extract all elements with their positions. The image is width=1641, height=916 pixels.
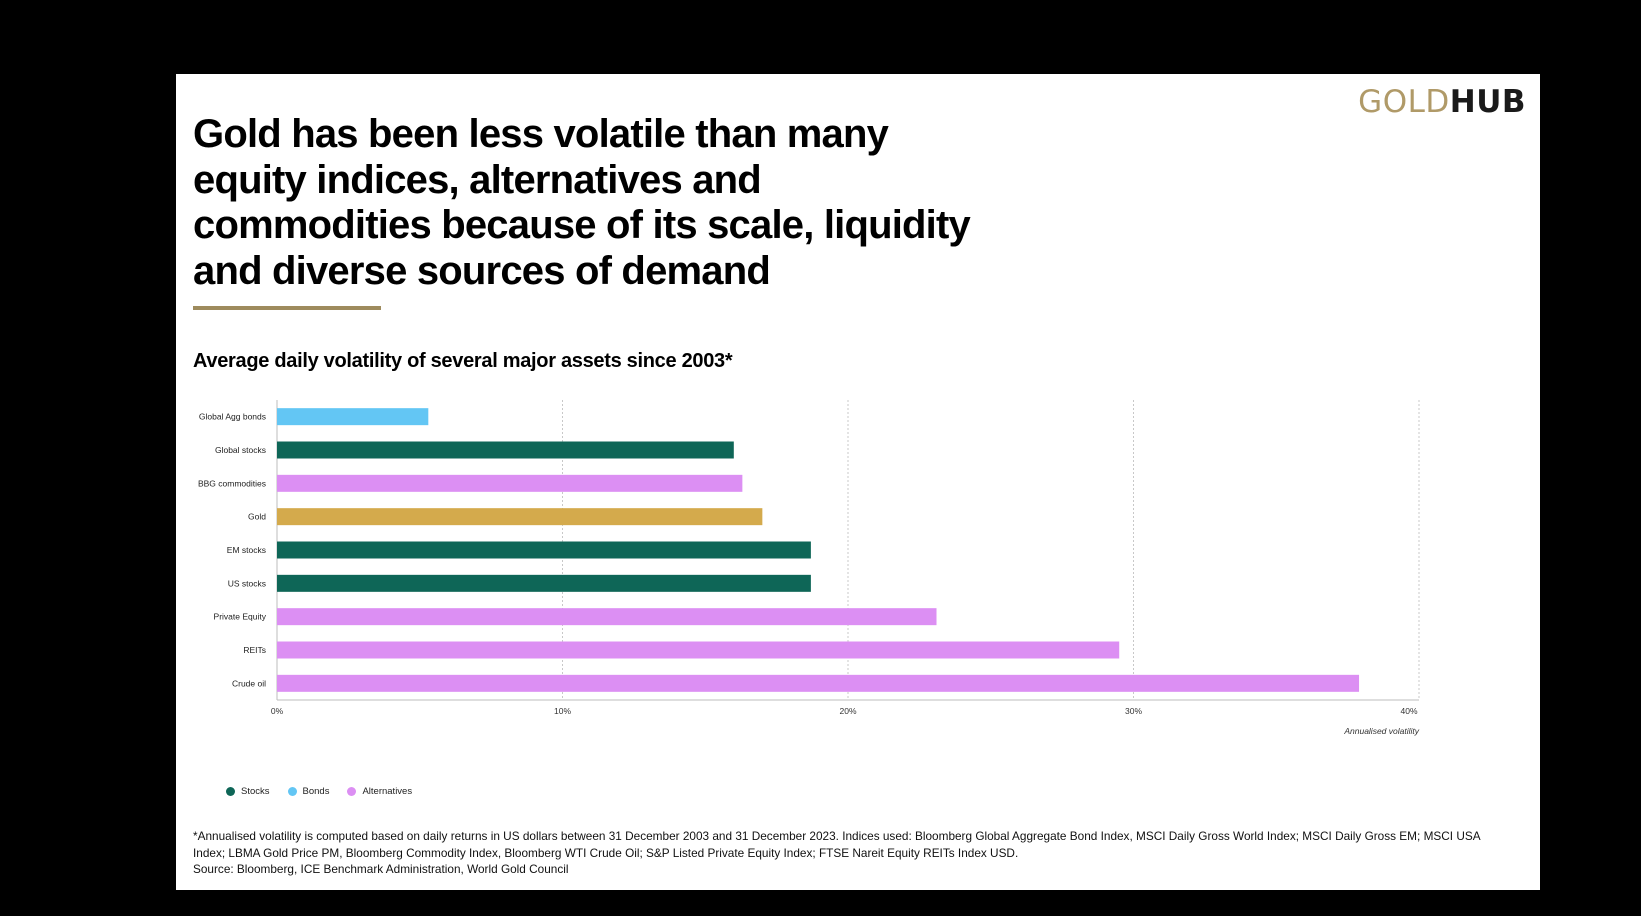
legend-swatch — [287, 787, 297, 796]
legend-label: Stocks — [241, 786, 270, 797]
category-label: US stocks — [228, 578, 266, 588]
x-tick-label: 0% — [271, 706, 284, 716]
headline: Gold has been less volatile than many eq… — [193, 112, 971, 293]
category-label: BBG commodities — [198, 478, 266, 488]
category-label: Gold — [248, 512, 266, 522]
category-label: REITs — [243, 645, 266, 655]
category-label: Crude oil — [232, 678, 266, 688]
bar-reits — [277, 641, 1120, 659]
chart-title: Average daily volatility of several majo… — [193, 350, 733, 372]
logo-hub-text: HUB — [1449, 84, 1526, 120]
legend-item-alternatives: Alternatives — [347, 786, 412, 797]
chart-legend: Stocks Bonds Alternatives — [226, 786, 412, 797]
footnote: *Annualised volatility is computed based… — [193, 828, 1503, 878]
legend-item-stocks: Stocks — [226, 786, 270, 797]
bar-em-stocks — [277, 541, 811, 559]
bar-crude-oil — [277, 674, 1360, 692]
legend-swatch — [226, 787, 235, 796]
volatility-bar-chart: 0% 10% 20% 30% 40% Global Agg bonds Global sto… — [198, 400, 1420, 736]
bar-bbg-commodities — [277, 474, 743, 492]
legend-item-bonds: Bonds — [287, 786, 330, 797]
bar-private-equity — [277, 608, 937, 626]
legend-swatch — [347, 787, 357, 796]
goldhub-logo[interactable]: GOLDHUB — [1358, 84, 1526, 120]
x-tick-label: 10% — [554, 706, 571, 716]
category-label: Global Agg bonds — [199, 412, 266, 422]
headline-rule — [193, 306, 381, 310]
bar-global-stocks — [277, 441, 734, 459]
x-tick-label: 30% — [1125, 706, 1142, 716]
logo-gold-text: GOLD — [1358, 84, 1450, 120]
category-label: Global stocks — [215, 445, 266, 455]
x-axis-title: Annualised volatility — [1343, 726, 1419, 736]
category-label: Private Equity — [214, 612, 267, 622]
category-label: EM stocks — [227, 545, 266, 555]
bar-gold — [277, 508, 763, 526]
x-tick-label: 20% — [839, 706, 856, 716]
source-text: Source: Bloomberg, ICE Benchmark Adminis… — [193, 862, 569, 876]
slide: GOLDHUB Gold has been less volatile than… — [176, 74, 1540, 890]
footnote-text: *Annualised volatility is computed based… — [193, 829, 1480, 860]
bar-global-agg-bonds — [277, 408, 429, 426]
x-tick-label: 40% — [1400, 706, 1417, 716]
legend-label: Alternatives — [362, 786, 413, 797]
legend-label: Bonds — [302, 786, 330, 797]
bar-us-stocks — [277, 574, 811, 592]
